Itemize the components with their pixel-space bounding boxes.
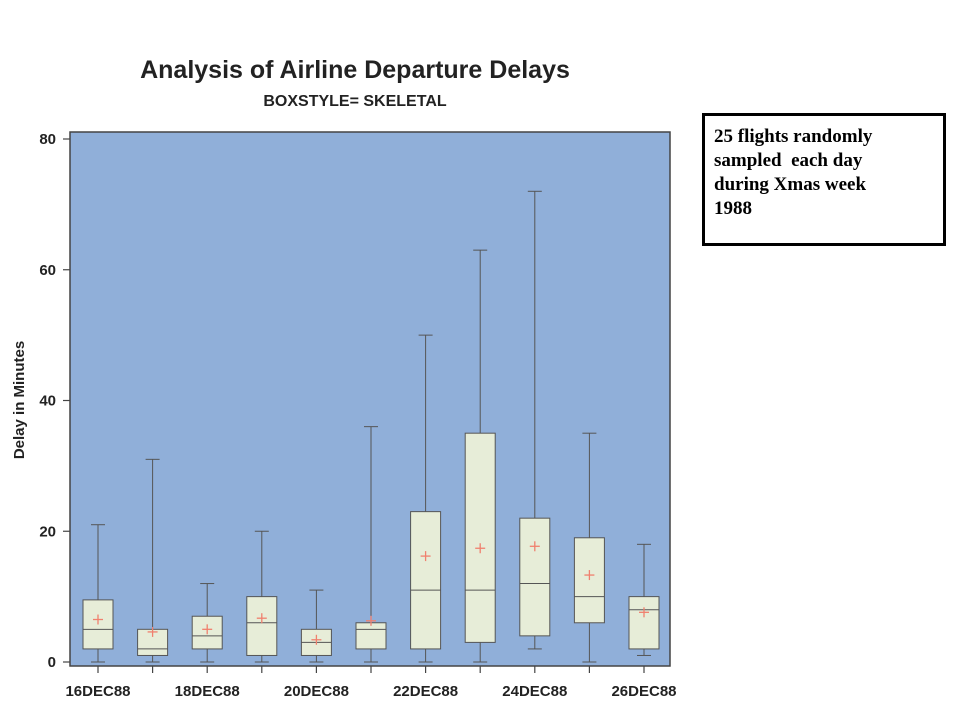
box-18DEC88 <box>191 583 223 663</box>
y-tick-label: 0 <box>48 654 56 671</box>
x-tick-label: 24DEC88 <box>502 683 567 700</box>
box-25DEC88 <box>573 432 605 663</box>
box-20DEC88 <box>300 589 332 663</box>
y-axis-label: Delay in Minutes <box>11 341 28 459</box>
x-tick-label: 16DEC88 <box>65 683 130 700</box>
box-26DEC88 <box>628 543 660 656</box>
x-tick-label: 26DEC88 <box>611 683 676 700</box>
iqr-box <box>246 596 278 656</box>
chart-title: Analysis of Airline Departure Delays <box>140 56 570 84</box>
annotation-box: 25 flights randomly sampled each day dur… <box>702 113 946 246</box>
iqr-box <box>355 622 387 650</box>
box-19DEC88 <box>246 530 278 663</box>
iqr-box <box>464 432 496 643</box>
box-23DEC88 <box>464 249 496 663</box>
iqr-box <box>410 511 442 650</box>
iqr-box <box>519 517 551 637</box>
y-tick-label: 80 <box>39 131 56 148</box>
annotation-text: 25 flights randomly sampled each day dur… <box>714 126 873 219</box>
x-tick-label: 18DEC88 <box>175 683 240 700</box>
plot-area <box>69 131 671 667</box>
box-16DEC88 <box>82 524 114 663</box>
box-21DEC88 <box>355 426 387 663</box>
y-tick-label: 40 <box>39 393 56 410</box>
y-tick-label: 60 <box>39 262 56 279</box>
x-tick-label: 22DEC88 <box>393 683 458 700</box>
box-22DEC88 <box>410 334 442 663</box>
box-series <box>82 190 660 663</box>
axis-ticks: 0 20 40 60 80 16DEC88 18DEC88 20DEC88 22DEC88 24D… <box>39 131 676 700</box>
iqr-box <box>573 537 605 624</box>
y-tick-label: 20 <box>39 523 56 540</box>
iqr-box <box>628 596 660 650</box>
box-17DEC88 <box>137 458 169 663</box>
x-tick-label: 20DEC88 <box>284 683 349 700</box>
box-24DEC88 <box>519 190 551 650</box>
chart-subtitle: BOXSTYLE= SKELETAL <box>263 93 447 110</box>
